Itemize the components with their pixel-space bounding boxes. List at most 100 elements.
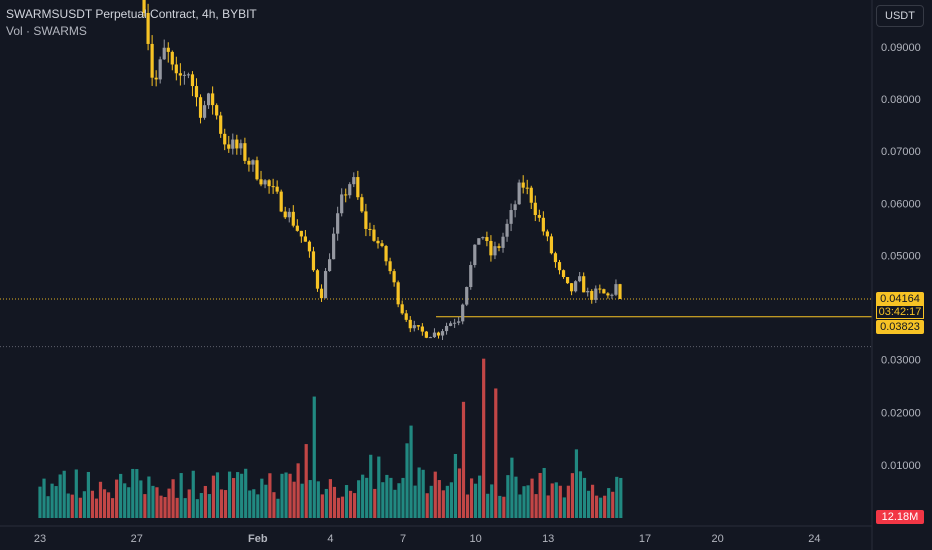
- volume-bar: [607, 488, 611, 518]
- volume-bar: [38, 486, 42, 518]
- candle: [255, 156, 259, 181]
- volume-bar: [111, 498, 115, 518]
- volume-bar: [554, 482, 558, 518]
- volume-bar: [486, 493, 490, 518]
- volume-bar: [304, 444, 308, 518]
- volume-bars: [38, 358, 623, 518]
- candle: [202, 100, 207, 120]
- volume-bar: [58, 474, 62, 518]
- candle: [428, 336, 433, 339]
- volume-bar: [538, 472, 542, 518]
- candle: [344, 188, 348, 203]
- volume-bar: [348, 490, 353, 518]
- volume-bar: [409, 425, 413, 518]
- x-tick-label: Feb: [248, 533, 268, 545]
- volume-bar: [127, 487, 131, 518]
- volume-bar: [240, 473, 244, 518]
- volume-bar: [211, 475, 216, 518]
- candle: [235, 134, 239, 155]
- volume-bar: [619, 477, 623, 518]
- candle: [465, 286, 469, 307]
- candle: [404, 309, 408, 322]
- volume-bar: [74, 469, 78, 518]
- candle: [610, 293, 614, 299]
- candle: [178, 63, 182, 86]
- candle: [586, 287, 590, 297]
- volume-bar: [119, 473, 123, 518]
- volume-bar: [582, 477, 587, 518]
- candle: [549, 233, 554, 255]
- volume-bar: [550, 483, 554, 518]
- volume-bar: [453, 453, 458, 518]
- candle: [206, 92, 211, 109]
- candle: [513, 200, 517, 218]
- candle: [327, 253, 332, 272]
- volume-bar: [175, 497, 179, 518]
- candle: [146, 3, 150, 51]
- volume-bar: [256, 494, 260, 518]
- candle: [477, 238, 481, 245]
- x-tick-label: 7: [400, 533, 406, 545]
- volume-bar: [534, 494, 538, 518]
- volume-bar: [530, 478, 534, 518]
- candle: [287, 208, 291, 223]
- volume-bar: [296, 463, 300, 518]
- volume-bar: [510, 457, 514, 518]
- candle: [271, 178, 275, 194]
- volume-bar: [276, 498, 280, 518]
- candle: [594, 285, 598, 304]
- volume-bar: [131, 468, 135, 518]
- candle: [400, 300, 404, 315]
- volume-bar: [50, 483, 54, 518]
- volume-bar: [199, 493, 203, 518]
- volume-bar: [397, 483, 401, 518]
- candle: [598, 284, 602, 294]
- horizontal-line-price-tag: 0.03823: [876, 320, 924, 334]
- volume-bar: [62, 470, 66, 518]
- candle: [227, 135, 231, 153]
- countdown-tag: 03:42:17: [876, 306, 924, 319]
- candle: [315, 268, 320, 292]
- candle: [150, 35, 154, 86]
- volume-bar: [264, 484, 268, 518]
- candle: [388, 257, 392, 275]
- candle: [618, 283, 622, 299]
- candle: [473, 244, 477, 268]
- volume-legend[interactable]: Vol · SWARMS: [6, 24, 87, 38]
- volume-bar: [102, 489, 107, 518]
- horizontal-lines: [0, 298, 872, 348]
- candle: [545, 229, 549, 242]
- volume-bar: [522, 486, 526, 518]
- volume-bar: [574, 449, 579, 518]
- volume-bar: [163, 497, 167, 518]
- candle: [412, 320, 416, 332]
- x-tick-label: 27: [131, 533, 143, 545]
- volume-bar: [562, 497, 566, 518]
- volume-bar: [474, 483, 478, 518]
- volume-bar: [223, 490, 228, 518]
- currency-button[interactable]: USDT: [876, 5, 924, 27]
- symbol-title[interactable]: SWARMSUSDT Perpetual Contract, 4h, BYBIT: [6, 7, 257, 21]
- volume-bar: [86, 471, 90, 518]
- candle: [509, 203, 513, 232]
- volume-bar: [195, 499, 199, 518]
- candle: [263, 179, 267, 189]
- candle: [239, 139, 243, 155]
- volume-bar: [494, 388, 498, 518]
- candle: [505, 219, 509, 242]
- volume-bar: [328, 479, 332, 518]
- volume-bar: [268, 473, 272, 518]
- volume-bar: [570, 473, 574, 518]
- volume-bar: [115, 479, 119, 518]
- x-tick-label: 23: [34, 533, 46, 545]
- candle: [336, 206, 340, 241]
- volume-bar: [147, 476, 151, 518]
- volume-bar: [542, 467, 546, 518]
- volume-bar: [292, 481, 296, 518]
- candle: [243, 137, 247, 164]
- volume-bar: [518, 494, 522, 518]
- volume-bar: [421, 469, 425, 518]
- volume-bar: [578, 471, 583, 518]
- volume-bar: [252, 489, 256, 518]
